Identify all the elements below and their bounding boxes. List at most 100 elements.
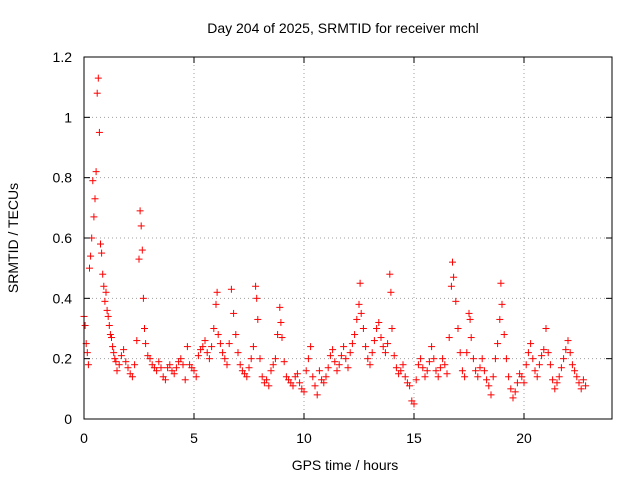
data-point	[476, 364, 484, 372]
data-point	[491, 355, 499, 363]
data-point	[575, 379, 583, 387]
data-point	[142, 340, 150, 348]
data-point	[375, 318, 383, 326]
data-point	[507, 385, 515, 393]
data-point	[387, 288, 395, 296]
data-point	[112, 358, 120, 366]
data-point	[307, 343, 315, 351]
data-point	[487, 391, 495, 399]
data-point	[109, 343, 117, 351]
data-point	[274, 331, 282, 339]
data-point	[139, 294, 147, 302]
data-point	[555, 373, 563, 381]
data-point	[458, 367, 466, 375]
data-point	[344, 364, 352, 372]
data-point	[104, 312, 112, 320]
data-point	[108, 334, 115, 342]
data-point	[133, 337, 141, 345]
data-point	[357, 309, 365, 317]
y-tick-label: 1	[64, 109, 72, 125]
data-point	[304, 355, 312, 363]
data-point	[564, 337, 572, 345]
data-point	[296, 379, 304, 387]
data-point	[97, 240, 104, 248]
x-tick-label: 10	[296, 430, 312, 446]
data-point	[157, 364, 165, 372]
data-point	[553, 379, 561, 387]
data-point	[466, 315, 474, 323]
data-point	[381, 349, 389, 357]
y-tick-label: 1.2	[53, 49, 73, 65]
data-point	[161, 376, 169, 384]
data-point	[212, 300, 220, 308]
data-point	[106, 331, 114, 339]
data-point	[131, 361, 139, 369]
data-point	[243, 373, 251, 381]
data-point	[216, 340, 224, 348]
data-point	[331, 358, 339, 366]
data-point	[249, 343, 257, 351]
data-point	[223, 361, 231, 369]
data-point	[153, 367, 161, 375]
data-point	[280, 358, 288, 366]
data-point	[271, 355, 279, 363]
data-point	[276, 303, 284, 311]
data-point	[509, 394, 517, 402]
data-point	[483, 376, 491, 384]
data-point	[456, 349, 464, 357]
data-point	[449, 258, 456, 266]
data-point	[101, 297, 109, 305]
data-point	[333, 367, 341, 375]
data-point	[419, 364, 427, 372]
data-point	[340, 343, 348, 351]
data-point	[117, 352, 125, 360]
data-point	[412, 376, 420, 384]
data-point	[81, 321, 89, 329]
data-point	[423, 367, 431, 375]
data-point	[384, 340, 392, 348]
data-point	[124, 364, 132, 372]
data-point	[278, 334, 286, 342]
data-point	[370, 337, 378, 345]
data-point	[579, 376, 587, 384]
x-tick-label: 15	[406, 430, 422, 446]
data-point	[146, 355, 154, 363]
data-point	[91, 195, 99, 203]
tick-marks-layer	[83, 56, 612, 420]
data-point	[362, 343, 370, 351]
data-point	[355, 300, 363, 308]
data-point	[542, 325, 550, 332]
data-point	[213, 288, 221, 296]
data-point	[368, 349, 376, 357]
data-point	[214, 331, 222, 339]
chart-title: Day 204 of 2025, SRMTID for receiver mch…	[207, 20, 479, 36]
data-point	[461, 373, 469, 381]
data-point	[529, 355, 537, 363]
data-point	[263, 376, 271, 384]
data-point	[392, 364, 400, 372]
data-point	[234, 349, 242, 357]
data-point	[190, 367, 198, 375]
data-point	[467, 334, 475, 342]
data-point	[115, 361, 123, 369]
data-point	[203, 349, 211, 357]
data-point	[181, 376, 189, 384]
y-axis-title: SRMTID / TECUs	[5, 183, 21, 293]
data-point	[322, 373, 330, 381]
data-point	[194, 352, 202, 360]
data-point	[277, 318, 285, 326]
data-point	[498, 300, 506, 308]
data-point	[84, 361, 92, 369]
data-point	[518, 373, 526, 381]
data-point	[258, 373, 266, 381]
tick-labels-layer: 0 5 10 15 20 0 0.2 0.4 0.6 0.8 1 1.2	[53, 49, 532, 446]
data-point	[364, 355, 372, 363]
data-point	[210, 325, 218, 332]
data-point	[313, 391, 321, 399]
y-tick-label: 0.8	[53, 170, 73, 186]
data-point	[113, 367, 121, 375]
data-point	[511, 388, 519, 396]
x-axis-title: GPS time / hours	[292, 457, 399, 473]
data-point	[390, 352, 398, 360]
